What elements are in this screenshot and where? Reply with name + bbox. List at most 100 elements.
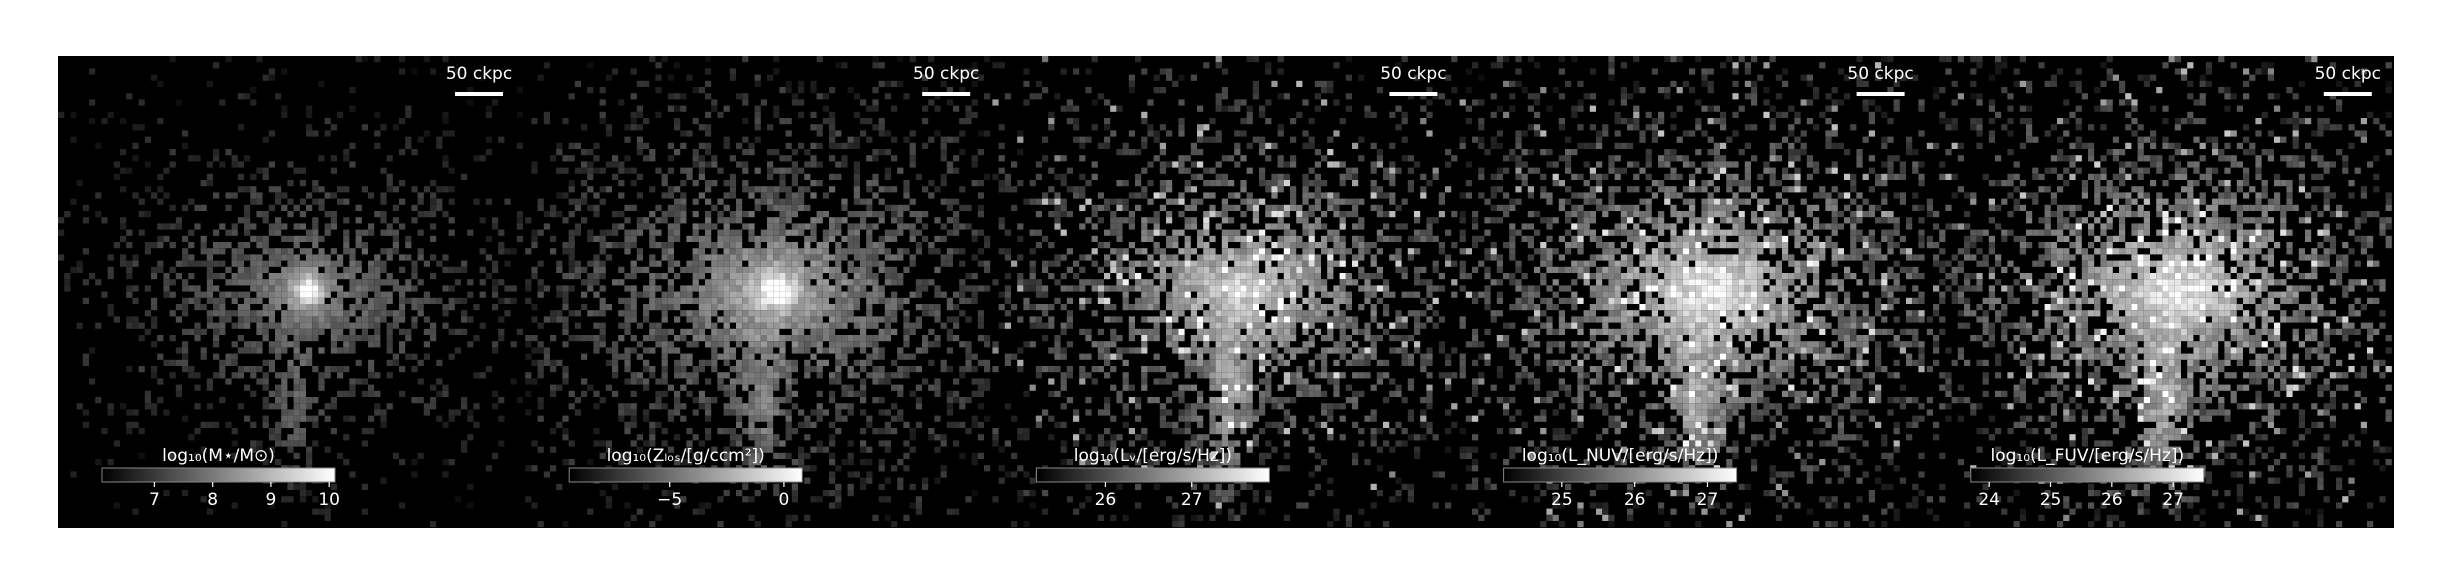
- pixel: [1172, 242, 1179, 249]
- pixel: [157, 173, 164, 180]
- pixel: [330, 335, 337, 342]
- pixel: [107, 459, 114, 466]
- pixel: [1197, 459, 1204, 466]
- pixel: [194, 291, 201, 298]
- pixel: [1246, 347, 1253, 354]
- pixel: [810, 161, 817, 168]
- pixel: [157, 397, 164, 404]
- pixel: [194, 304, 201, 311]
- pixel: [268, 285, 275, 292]
- pixel: [1159, 366, 1166, 373]
- pixel: [250, 316, 257, 323]
- pixel: [1308, 359, 1315, 366]
- pixel: [256, 260, 263, 267]
- pixel: [878, 483, 885, 490]
- pixel: [612, 155, 619, 162]
- pixel: [841, 304, 848, 311]
- pixel: [866, 273, 873, 280]
- pixel: [1029, 180, 1036, 187]
- pixel: [324, 192, 331, 199]
- pixel: [1184, 285, 1191, 292]
- pixel: [1321, 459, 1328, 466]
- pixel: [562, 459, 569, 466]
- pixel: [219, 366, 226, 373]
- pixel: [891, 105, 898, 112]
- pixel: [1104, 254, 1111, 261]
- pixel: [835, 248, 842, 255]
- pixel: [1159, 409, 1166, 416]
- pixel: [1073, 285, 1080, 292]
- pixel: [330, 155, 337, 162]
- pixel: [293, 260, 300, 267]
- pixel: [804, 186, 811, 193]
- pixel: [816, 347, 823, 354]
- pixel: [454, 409, 461, 416]
- pixel: [754, 440, 761, 447]
- pixel: [237, 242, 244, 249]
- pixel: [268, 291, 275, 298]
- pixel: [299, 384, 306, 391]
- pixel: [1246, 378, 1253, 385]
- pixel: [343, 235, 350, 242]
- pixel: [674, 118, 681, 125]
- pixel: [649, 186, 656, 193]
- pixel: [680, 328, 687, 335]
- pixel: [1135, 273, 1142, 280]
- pixel: [411, 353, 418, 360]
- pixel: [1073, 105, 1080, 112]
- pixel: [287, 161, 294, 168]
- pixel: [748, 223, 755, 230]
- pixel: [736, 372, 743, 379]
- pixel: [1116, 248, 1123, 255]
- pixel: [330, 167, 337, 174]
- pixel: [1290, 260, 1297, 267]
- pixel: [1060, 204, 1067, 211]
- pixel: [1097, 341, 1104, 348]
- pixel: [829, 217, 836, 224]
- pixel: [374, 341, 381, 348]
- pixel: [853, 297, 860, 304]
- pixel: [368, 384, 375, 391]
- pixel: [581, 390, 588, 397]
- pixel: [791, 260, 798, 267]
- pixel: [599, 118, 606, 125]
- pixel: [380, 415, 387, 422]
- pixel: [742, 304, 749, 311]
- pixel: [1221, 421, 1228, 428]
- pixel: [959, 291, 966, 298]
- pixel: [1283, 428, 1290, 435]
- pixel: [1166, 260, 1173, 267]
- pixel: [1159, 87, 1166, 94]
- pixel: [767, 254, 774, 261]
- pixel: [1128, 266, 1135, 273]
- pixel: [661, 291, 668, 298]
- pixel: [1153, 378, 1160, 385]
- pixel: [1085, 328, 1092, 335]
- pixel: [275, 421, 282, 428]
- pixel: [1290, 347, 1297, 354]
- pixel: [562, 322, 569, 329]
- pixel: [674, 211, 681, 218]
- pixel: [729, 235, 736, 242]
- pixel: [76, 266, 83, 273]
- pixel: [1104, 341, 1111, 348]
- pixel: [1085, 198, 1092, 205]
- pixel: [231, 297, 238, 304]
- pixel: [1215, 254, 1222, 261]
- scalebar-label: 50 ckpc: [913, 64, 979, 84]
- pixel: [934, 266, 941, 273]
- pixel: [1042, 508, 1049, 515]
- pixel: [537, 372, 544, 379]
- pixel: [922, 235, 929, 242]
- pixel: [374, 211, 381, 218]
- pixel: [306, 359, 313, 366]
- pixel: [661, 490, 668, 497]
- pixel: [705, 341, 712, 348]
- pixel: [847, 248, 854, 255]
- pixel: [860, 428, 867, 435]
- pixel: [1004, 403, 1011, 410]
- pixel: [1141, 335, 1148, 342]
- pixel: [531, 273, 538, 280]
- pixel: [498, 248, 505, 255]
- pixel: [287, 198, 294, 205]
